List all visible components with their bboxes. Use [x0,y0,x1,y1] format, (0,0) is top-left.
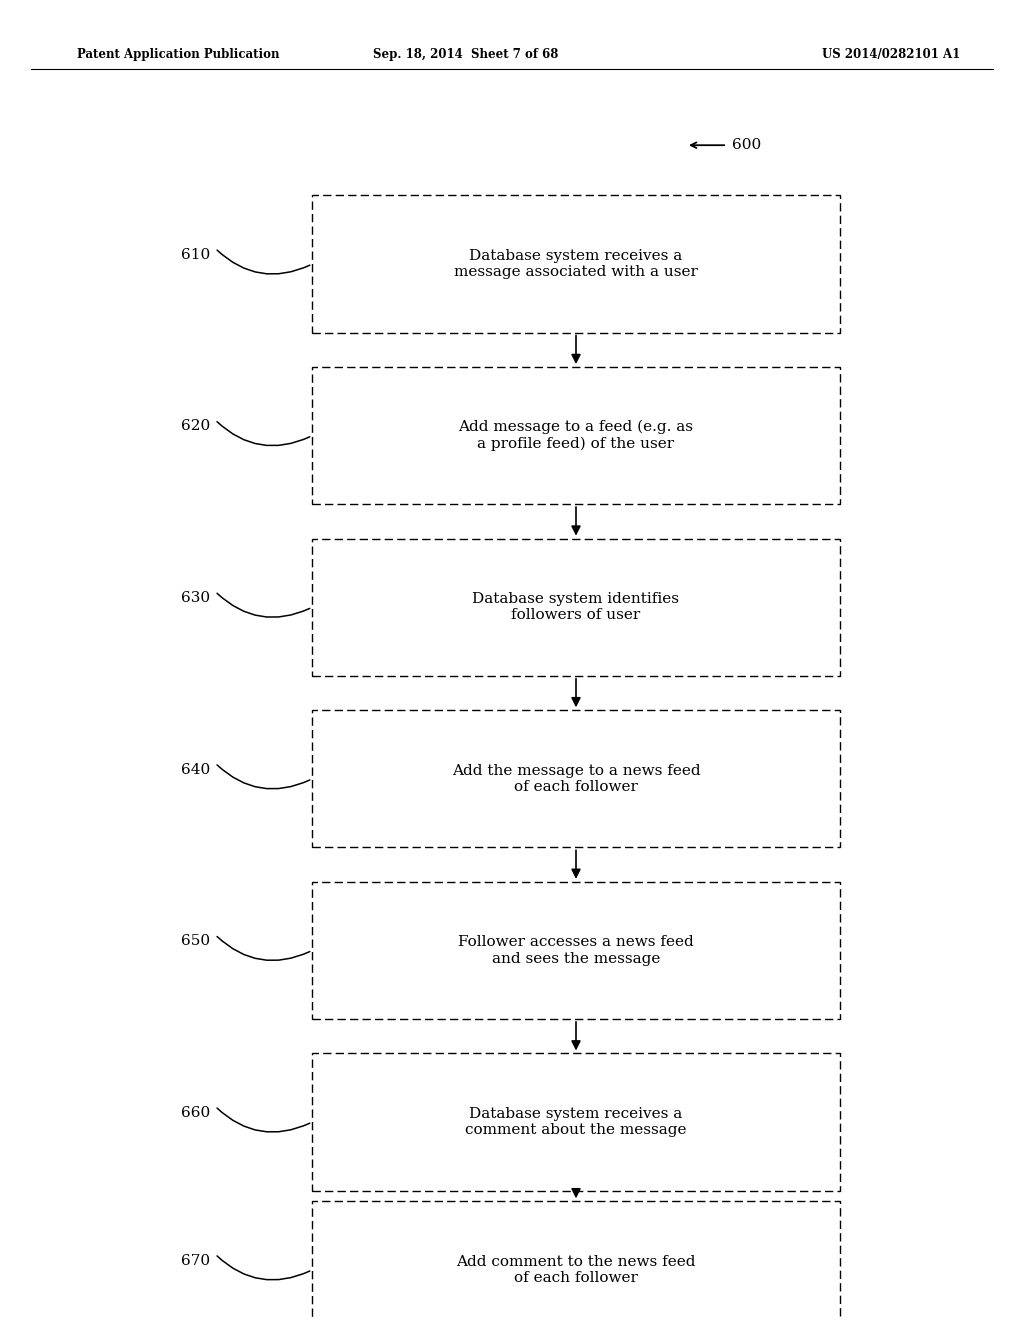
Text: Database system receives a
comment about the message: Database system receives a comment about… [465,1107,687,1137]
Text: US 2014/0282101 A1: US 2014/0282101 A1 [821,48,961,61]
Text: 660: 660 [180,1106,210,1119]
Text: Database system identifies
followers of user: Database system identifies followers of … [472,593,680,622]
Text: Add comment to the news feed
of each follower: Add comment to the news feed of each fol… [457,1255,695,1284]
FancyBboxPatch shape [312,1201,840,1320]
FancyBboxPatch shape [312,1053,840,1191]
FancyBboxPatch shape [312,195,840,333]
Text: 630: 630 [181,591,210,605]
Text: 640: 640 [180,763,210,776]
Text: Add the message to a news feed
of each follower: Add the message to a news feed of each f… [452,764,700,793]
FancyBboxPatch shape [312,882,840,1019]
Text: 670: 670 [181,1254,210,1267]
Text: Add message to a feed (e.g. as
a profile feed) of the user: Add message to a feed (e.g. as a profile… [459,420,693,451]
FancyBboxPatch shape [312,710,840,847]
Text: 650: 650 [181,935,210,948]
Text: Sep. 18, 2014  Sheet 7 of 68: Sep. 18, 2014 Sheet 7 of 68 [373,48,559,61]
Text: 600: 600 [732,139,762,152]
Text: Follower accesses a news feed
and sees the message: Follower accesses a news feed and sees t… [458,936,694,965]
FancyBboxPatch shape [312,367,840,504]
Text: 610: 610 [180,248,210,261]
Text: 620: 620 [180,420,210,433]
FancyBboxPatch shape [312,539,840,676]
Text: Database system receives a
message associated with a user: Database system receives a message assoc… [454,249,698,279]
Text: Patent Application Publication: Patent Application Publication [77,48,280,61]
